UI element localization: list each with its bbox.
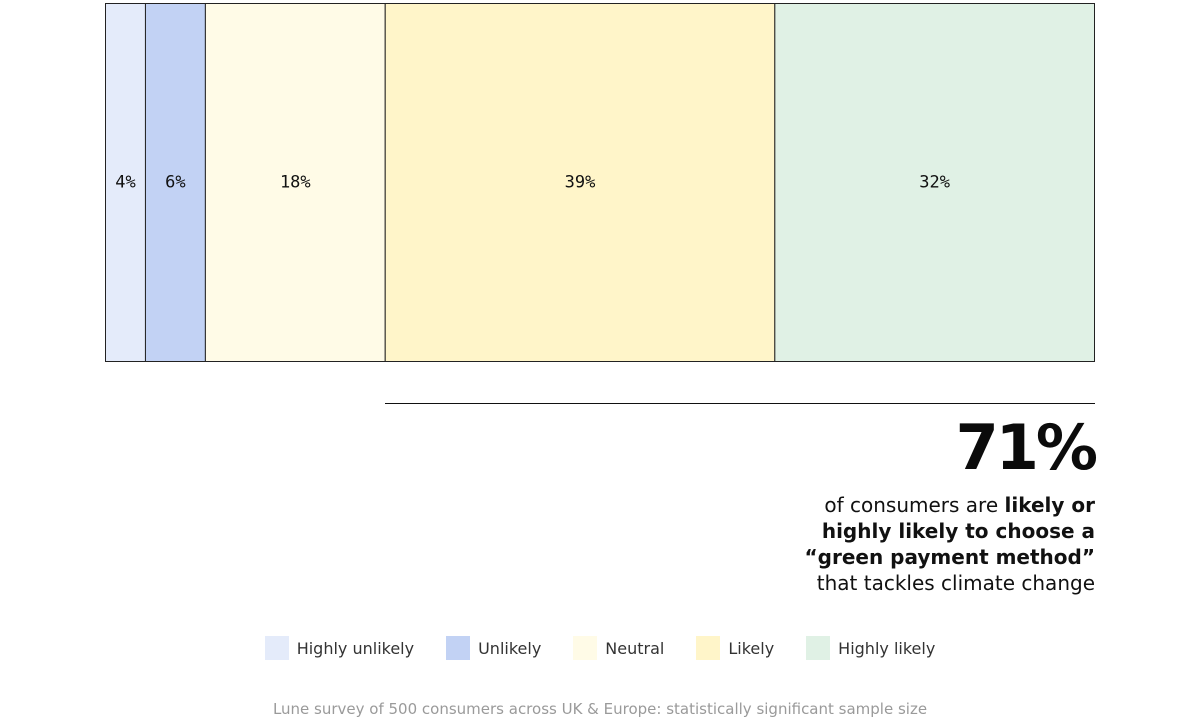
highlight-percentage: 71%	[955, 411, 1098, 484]
bar-value-label-highly-unlikely: 4%	[115, 173, 135, 193]
bar-segment-neutral	[204, 3, 386, 362]
callout-line1-bold: likely or	[1004, 493, 1096, 517]
bar-value-label-unlikely: 6%	[165, 173, 185, 193]
legend-item-unlikely: Unlikely	[446, 636, 541, 660]
callout-line1-plain: of consumers are	[824, 493, 1005, 517]
bar-segment-highly-unlikely	[105, 3, 146, 362]
chart-legend: Highly unlikely Unlikely Neutral Likely …	[0, 635, 1200, 661]
legend-item-highly-unlikely: Highly unlikely	[264, 636, 415, 660]
callout-line3-bold: “green payment method”	[804, 545, 1095, 569]
legend-swatch	[446, 636, 471, 660]
legend-swatch	[696, 636, 721, 660]
legend-label: Likely	[728, 638, 775, 658]
legend-swatch	[573, 636, 598, 660]
callout-divider	[385, 403, 1095, 404]
legend-label: Unlikely	[478, 638, 542, 658]
legend-item-likely: Likely	[696, 636, 774, 660]
legend-item-highly-likely: Highly likely	[806, 636, 935, 660]
bar-segment-highly-likely	[774, 3, 1095, 362]
legend-label: Highly likely	[838, 638, 936, 658]
legend-swatch	[264, 636, 289, 660]
bar-value-label-likely: 39%	[565, 173, 596, 193]
bar-segment-likely	[384, 3, 776, 362]
legend-label: Neutral	[605, 638, 665, 658]
callout-text: of consumers are likely or highly likely…	[755, 492, 1095, 596]
stacked-bar-svg: 4% 6% 18% 39% 32%	[105, 3, 1095, 362]
legend-item-neutral: Neutral	[573, 636, 664, 660]
bar-value-label-neutral: 18%	[280, 173, 311, 193]
bar-segment-unlikely	[144, 3, 206, 362]
callout-line4-plain: that tackles climate change	[816, 571, 1095, 595]
bar-value-label-highly-likely: 32%	[919, 173, 950, 193]
callout-line2-bold: highly likely to choose a	[821, 519, 1095, 543]
stacked-bar-chart: 4% 6% 18% 39% 32%	[105, 3, 1095, 362]
legend-label: Highly unlikely	[296, 638, 415, 658]
legend-swatch	[806, 636, 831, 660]
source-note: Lune survey of 500 consumers across UK &…	[272, 700, 928, 718]
